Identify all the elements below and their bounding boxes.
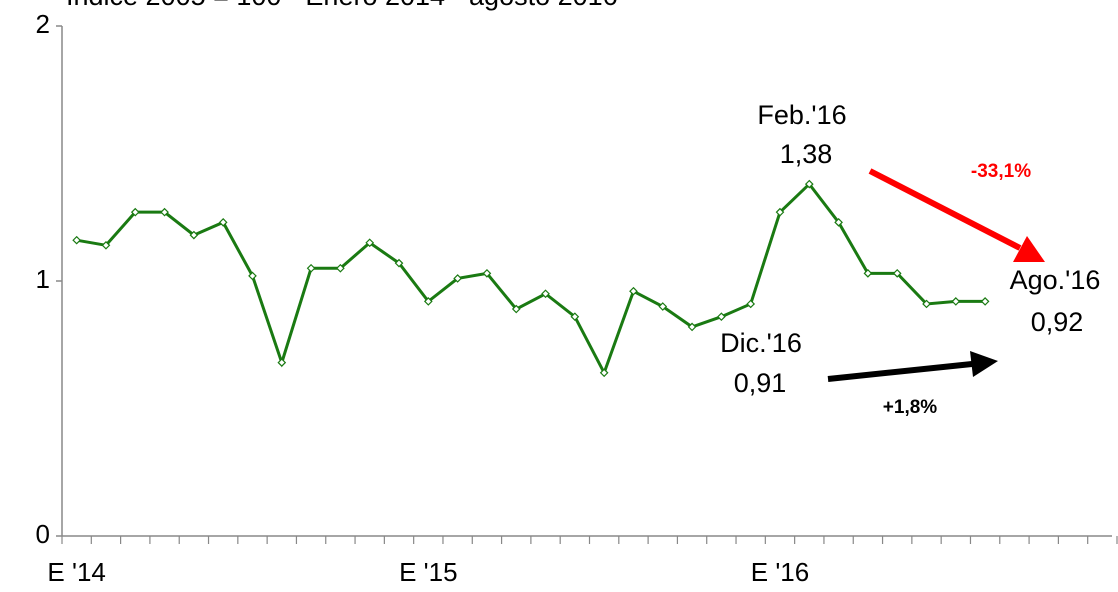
point <box>511 304 521 314</box>
point <box>394 258 404 268</box>
point <box>599 368 609 378</box>
point <box>101 240 111 250</box>
point <box>218 218 228 227</box>
annotation: +1,8% <box>883 397 938 418</box>
point <box>863 269 873 278</box>
point <box>423 297 433 306</box>
annotation: 1,38 <box>780 139 833 169</box>
point <box>130 207 140 217</box>
point <box>892 269 902 278</box>
line <box>76 181 986 377</box>
point <box>629 286 638 296</box>
point <box>658 302 668 311</box>
point <box>336 263 345 273</box>
y-tick-label: 2 <box>36 9 50 39</box>
point <box>306 263 316 273</box>
x-tick-label: E '15 <box>399 557 457 587</box>
point <box>687 322 697 332</box>
arrow-down <box>868 168 1045 262</box>
point <box>277 358 287 367</box>
point <box>834 218 843 227</box>
point <box>248 271 257 281</box>
annotation: 0,91 <box>734 368 787 398</box>
point <box>72 235 82 245</box>
point <box>570 312 580 322</box>
annotation: -33,1% <box>971 161 1031 182</box>
annotation: Feb.'16 <box>757 100 846 130</box>
point <box>541 289 550 299</box>
annotation: Ago.'16 <box>1010 265 1101 295</box>
point <box>365 238 375 248</box>
point <box>160 207 169 217</box>
annotation: Dic.'16 <box>720 328 802 358</box>
point <box>980 297 990 306</box>
chart-title: Indice 2005 = 100 - Enero 2014 - agosto … <box>66 0 618 11</box>
point <box>922 299 931 309</box>
annotation: 0,92 <box>1031 307 1084 337</box>
point <box>453 274 462 283</box>
y-tick-label: 0 <box>36 519 50 549</box>
point <box>717 312 726 322</box>
x-tick-label: E '16 <box>751 557 809 587</box>
point <box>189 230 199 240</box>
arrow-up <box>827 351 998 382</box>
y-tick-label: 1 <box>36 264 50 294</box>
x-tick-label: E '14 <box>47 557 105 587</box>
point <box>746 299 756 309</box>
point <box>804 179 814 189</box>
point <box>482 269 492 278</box>
point <box>951 297 961 306</box>
point <box>775 207 785 217</box>
